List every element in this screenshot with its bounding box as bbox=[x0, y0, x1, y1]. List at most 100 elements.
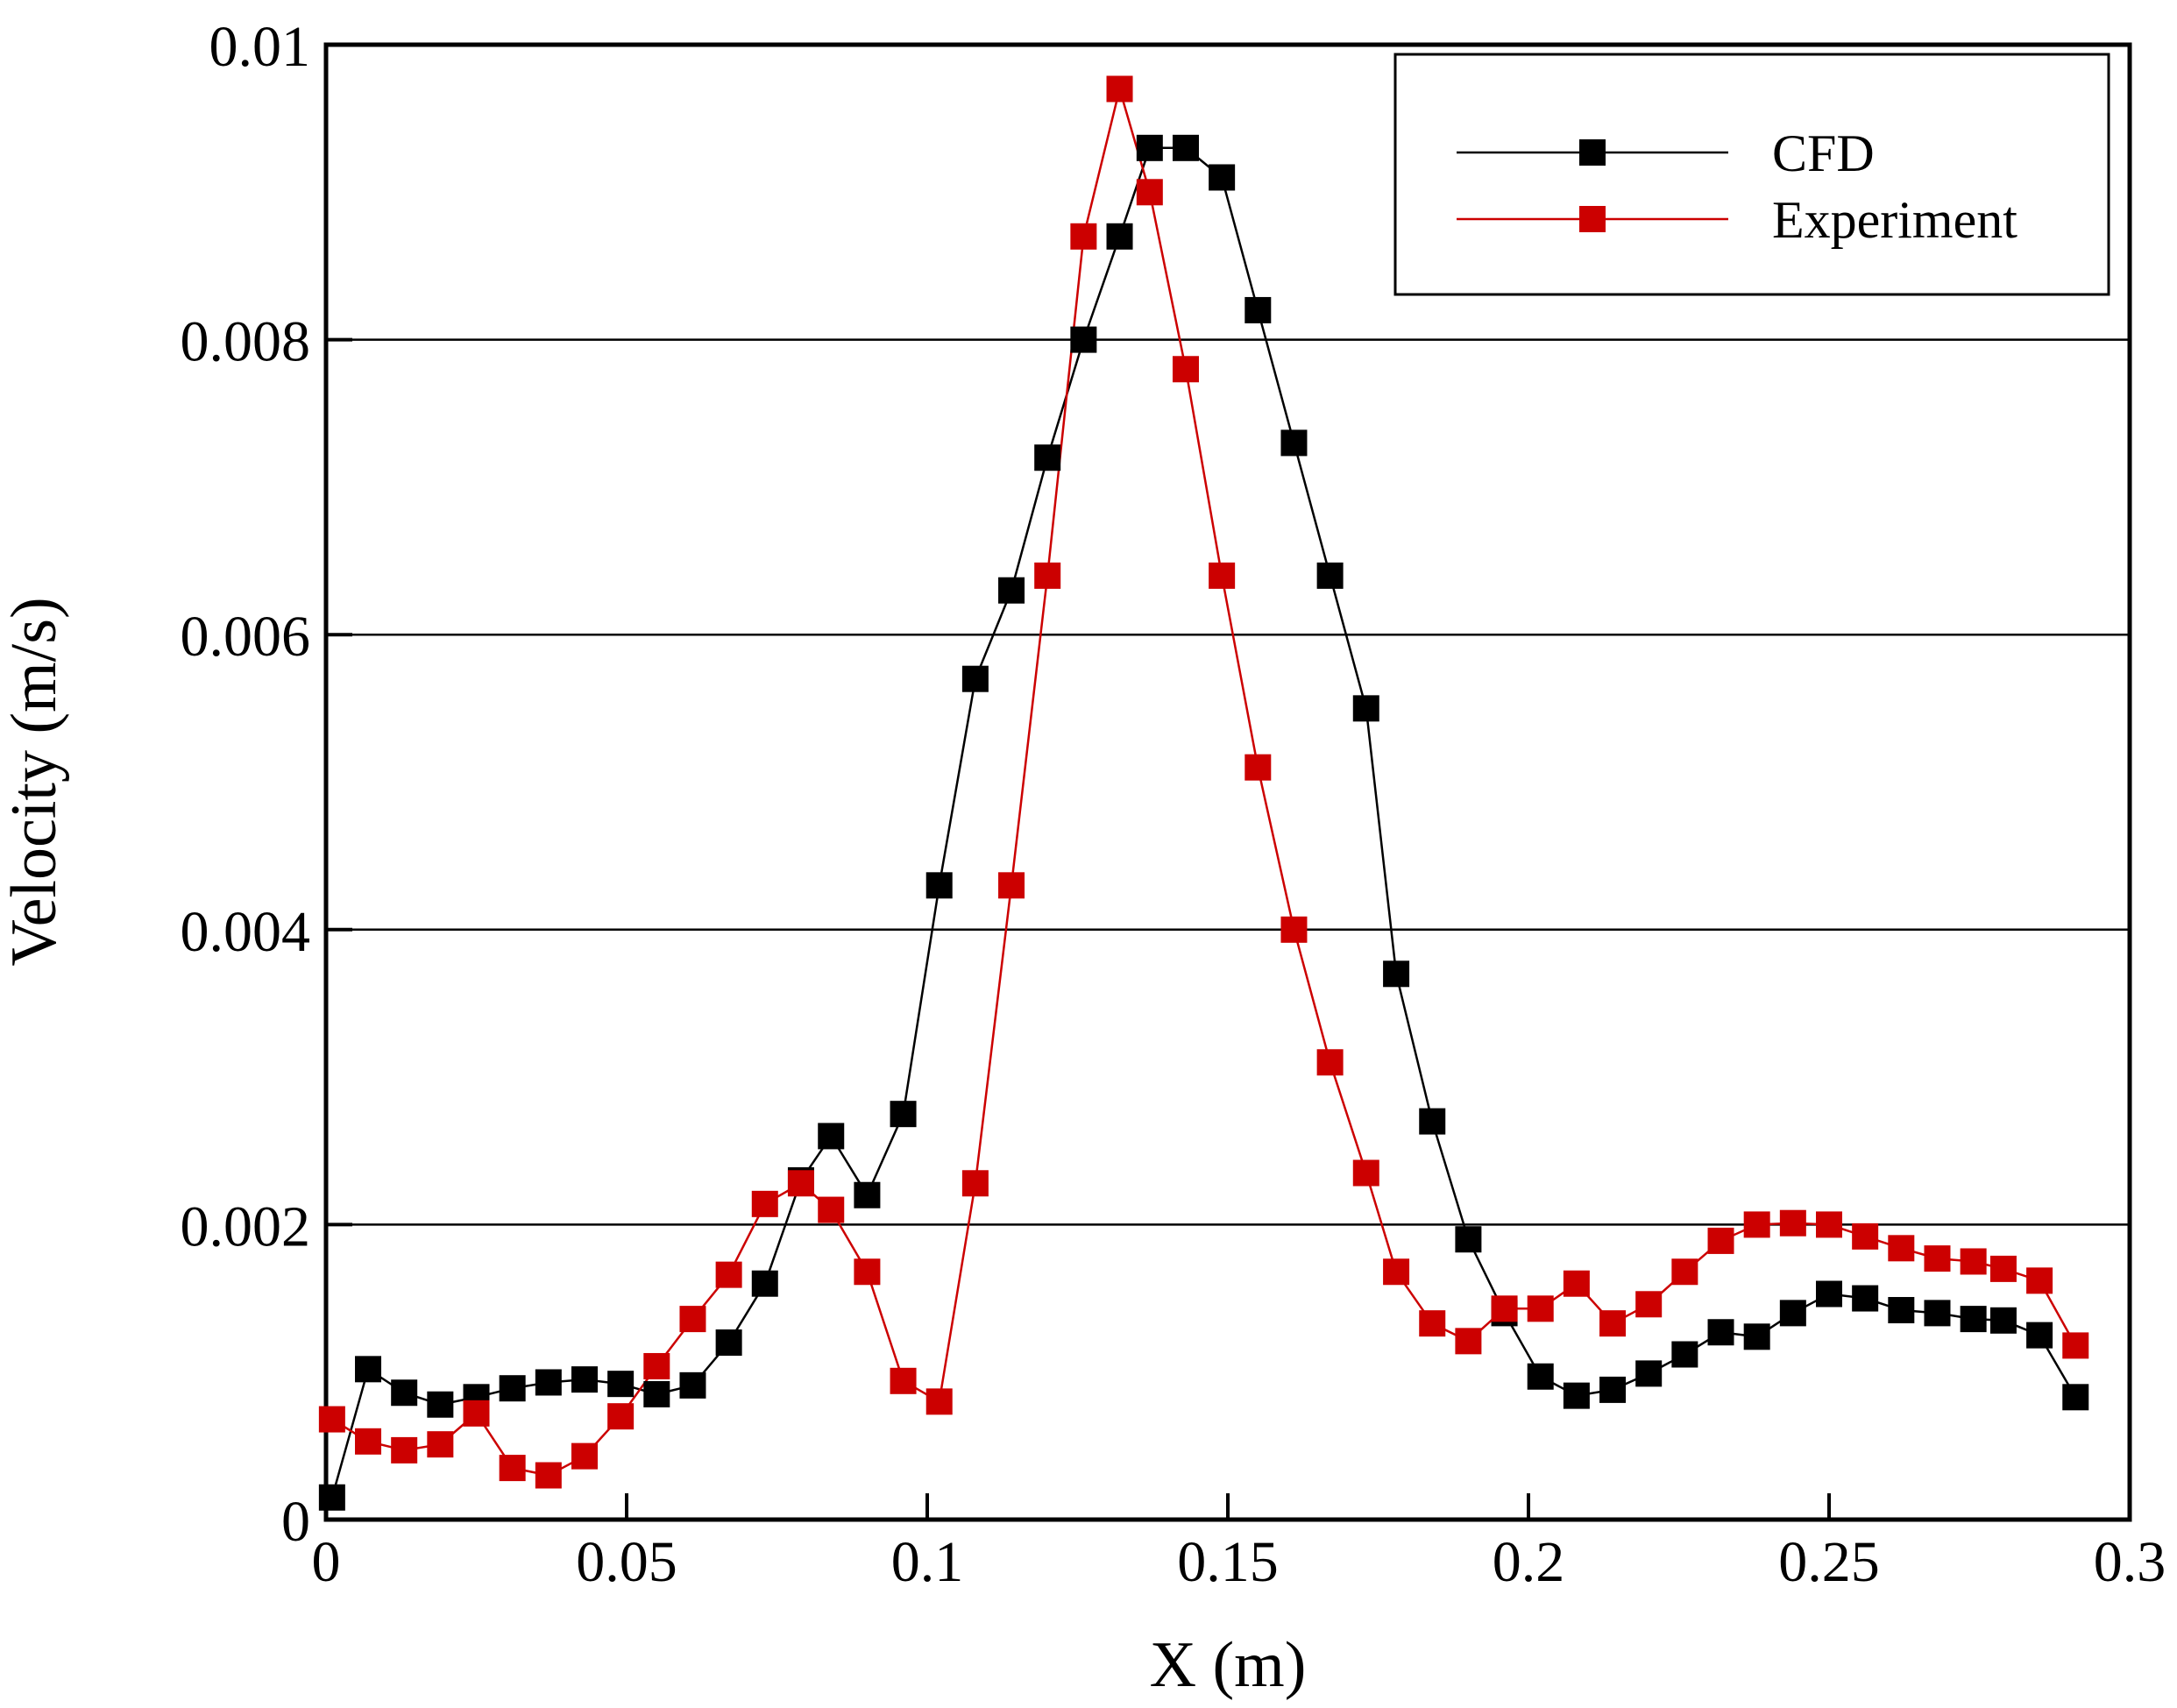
x-tick-label-4: 0.2 bbox=[1493, 1530, 1565, 1594]
y-axis-ticks: 0 0.002 0.004 0.006 0.008 0.01 bbox=[181, 15, 352, 1554]
marker-cfd-23 bbox=[1136, 134, 1163, 161]
marker-cfd-14 bbox=[818, 1123, 845, 1150]
marker-experiment-37 bbox=[1635, 1291, 1663, 1318]
marker-cfd-47 bbox=[1989, 1307, 2017, 1334]
marker-experiment-6 bbox=[535, 1462, 562, 1489]
marker-experiment-26 bbox=[1245, 754, 1272, 781]
legend-box bbox=[1393, 53, 2110, 296]
marker-experiment-15 bbox=[854, 1258, 881, 1286]
marker-experiment-46 bbox=[1960, 1248, 1987, 1275]
marker-experiment-9 bbox=[643, 1352, 670, 1379]
marker-experiment-21 bbox=[1070, 223, 1097, 250]
marker-cfd-6 bbox=[535, 1369, 562, 1396]
marker-cfd-15 bbox=[854, 1181, 881, 1208]
marker-experiment-1 bbox=[355, 1428, 382, 1455]
marker-cfd-0 bbox=[318, 1484, 345, 1511]
marker-experiment-31 bbox=[1419, 1310, 1446, 1337]
marker-experiment-0 bbox=[318, 1406, 345, 1433]
marker-experiment-5 bbox=[499, 1455, 526, 1482]
marker-cfd-1 bbox=[355, 1356, 382, 1383]
marker-experiment-33 bbox=[1491, 1295, 1518, 1322]
marker-cfd-2 bbox=[391, 1379, 418, 1407]
marker-cfd-21 bbox=[1070, 326, 1097, 353]
marker-cfd-49 bbox=[2062, 1384, 2089, 1411]
marker-experiment-45 bbox=[1924, 1245, 1951, 1272]
marker-cfd-25 bbox=[1209, 164, 1236, 191]
marker-experiment-48 bbox=[2026, 1267, 2053, 1294]
marker-experiment-39 bbox=[1707, 1227, 1734, 1254]
y-tick-label-4: 0.008 bbox=[181, 310, 311, 374]
marker-cfd-43 bbox=[1852, 1285, 1879, 1312]
marker-cfd-48 bbox=[2026, 1322, 2053, 1349]
x-tick-label-1: 0.05 bbox=[576, 1530, 677, 1594]
marker-cfd-40 bbox=[1743, 1323, 1770, 1350]
marker-cfd-11 bbox=[715, 1329, 742, 1357]
y-axis-label: Velocity (m/s) bbox=[0, 597, 70, 966]
marker-cfd-37 bbox=[1635, 1360, 1663, 1387]
marker-cfd-5 bbox=[499, 1375, 526, 1402]
marker-experiment-32 bbox=[1455, 1328, 1482, 1355]
marker-cfd-24 bbox=[1172, 134, 1199, 161]
marker-cfd-26 bbox=[1245, 296, 1272, 323]
marker-cfd-29 bbox=[1352, 695, 1379, 722]
marker-experiment-42 bbox=[1816, 1211, 1842, 1238]
marker-experiment-34 bbox=[1527, 1295, 1554, 1322]
series-lines bbox=[330, 84, 2077, 1499]
gridlines bbox=[326, 338, 2130, 1226]
marker-experiment-40 bbox=[1743, 1211, 1770, 1238]
y-tick-label-2: 0.004 bbox=[181, 900, 311, 964]
x-tick-label-2: 0.1 bbox=[891, 1530, 964, 1594]
marker-cfd-20 bbox=[1034, 444, 1061, 471]
marker-cfd-7 bbox=[571, 1366, 598, 1393]
x-tick-label-0: 0 bbox=[312, 1530, 341, 1594]
marker-experiment-36 bbox=[1599, 1310, 1627, 1337]
marker-cfd-9 bbox=[643, 1380, 670, 1407]
marker-experiment-35 bbox=[1563, 1270, 1590, 1297]
marker-cfd-19 bbox=[998, 577, 1025, 604]
marker-experiment-29 bbox=[1352, 1159, 1379, 1187]
marker-cfd-28 bbox=[1316, 562, 1344, 589]
x-axis-label: X (m) bbox=[1150, 1629, 1307, 1701]
marker-experiment-44 bbox=[1888, 1235, 1915, 1262]
marker-cfd-36 bbox=[1599, 1376, 1627, 1403]
legend: CFD Experiment bbox=[1393, 53, 2110, 296]
series-markers bbox=[318, 75, 2089, 1511]
marker-cfd-18 bbox=[961, 665, 989, 692]
marker-cfd-41 bbox=[1779, 1300, 1806, 1327]
marker-experiment-22 bbox=[1106, 75, 1133, 103]
marker-cfd-3 bbox=[427, 1391, 454, 1418]
y-tick-label-3: 0.006 bbox=[181, 605, 311, 669]
marker-cfd-38 bbox=[1671, 1341, 1698, 1368]
marker-experiment-13 bbox=[787, 1170, 814, 1197]
marker-experiment-7 bbox=[571, 1442, 598, 1470]
marker-experiment-3 bbox=[427, 1431, 454, 1458]
marker-experiment-8 bbox=[607, 1403, 635, 1430]
y-tick-label-0: 0 bbox=[281, 1490, 310, 1554]
marker-experiment-18 bbox=[961, 1170, 989, 1197]
marker-experiment-43 bbox=[1852, 1223, 1879, 1250]
marker-experiment-27 bbox=[1280, 916, 1308, 943]
marker-cfd-45 bbox=[1924, 1300, 1951, 1327]
x-tick-label-3: 0.15 bbox=[1177, 1530, 1279, 1594]
marker-experiment-17 bbox=[925, 1388, 953, 1415]
marker-experiment-16 bbox=[890, 1367, 917, 1394]
marker-cfd-12 bbox=[751, 1270, 778, 1297]
marker-experiment-49 bbox=[2062, 1332, 2089, 1359]
marker-experiment-25 bbox=[1209, 562, 1236, 589]
marker-cfd-27 bbox=[1280, 429, 1308, 457]
marker-experiment-10 bbox=[679, 1306, 706, 1333]
marker-experiment-23 bbox=[1136, 179, 1163, 206]
legend-marker-experiment bbox=[1579, 206, 1606, 232]
marker-experiment-41 bbox=[1779, 1209, 1806, 1237]
marker-cfd-31 bbox=[1419, 1108, 1446, 1135]
marker-experiment-38 bbox=[1671, 1258, 1698, 1286]
marker-cfd-17 bbox=[925, 872, 953, 899]
marker-experiment-14 bbox=[818, 1196, 845, 1223]
x-axis-ticks: 0 0.05 0.1 0.15 0.2 0.25 0.3 bbox=[312, 1493, 2166, 1594]
marker-cfd-35 bbox=[1563, 1382, 1590, 1409]
marker-experiment-24 bbox=[1172, 356, 1199, 383]
marker-experiment-20 bbox=[1034, 562, 1061, 589]
marker-cfd-10 bbox=[679, 1371, 706, 1399]
y-tick-label-5: 0.01 bbox=[209, 15, 311, 79]
